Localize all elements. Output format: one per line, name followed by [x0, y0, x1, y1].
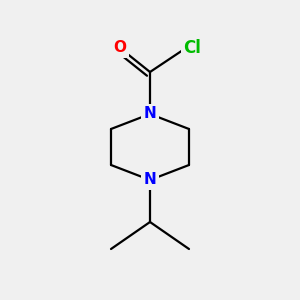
Text: N: N — [144, 172, 156, 188]
Text: N: N — [144, 106, 156, 122]
Text: O: O — [113, 40, 127, 56]
Text: Cl: Cl — [183, 39, 201, 57]
